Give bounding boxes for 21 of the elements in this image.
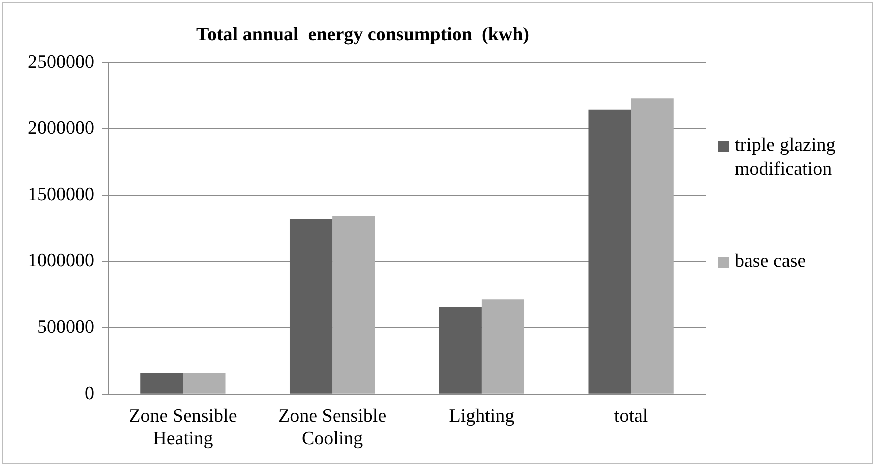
x-tick-label: Zone Sensible Heating xyxy=(129,406,238,450)
x-tick-label: Lighting xyxy=(449,406,516,427)
y-tick-label: 1000000 xyxy=(28,250,94,272)
y-tick-label: 500000 xyxy=(38,317,94,338)
y-tick-label: 2000000 xyxy=(28,118,94,140)
legend-label: triple glazing modification xyxy=(735,134,837,182)
y-tick-label: 2500000 xyxy=(28,52,94,73)
y-tick-label: 1500000 xyxy=(28,184,94,206)
x-tick-label: total xyxy=(614,406,648,427)
bar xyxy=(290,219,333,394)
bar xyxy=(332,216,376,394)
chart-title: Total annual energy consumption (kwh) xyxy=(196,24,530,46)
x-tick-label: Zone Sensible Cooling xyxy=(278,406,387,450)
bar xyxy=(588,110,632,394)
bar xyxy=(183,373,226,394)
bar xyxy=(140,373,184,394)
bar xyxy=(482,300,525,394)
y-tick-label: 0 xyxy=(85,383,94,404)
bar xyxy=(439,308,482,394)
legend-label: base case xyxy=(735,250,808,274)
bar xyxy=(631,98,674,394)
